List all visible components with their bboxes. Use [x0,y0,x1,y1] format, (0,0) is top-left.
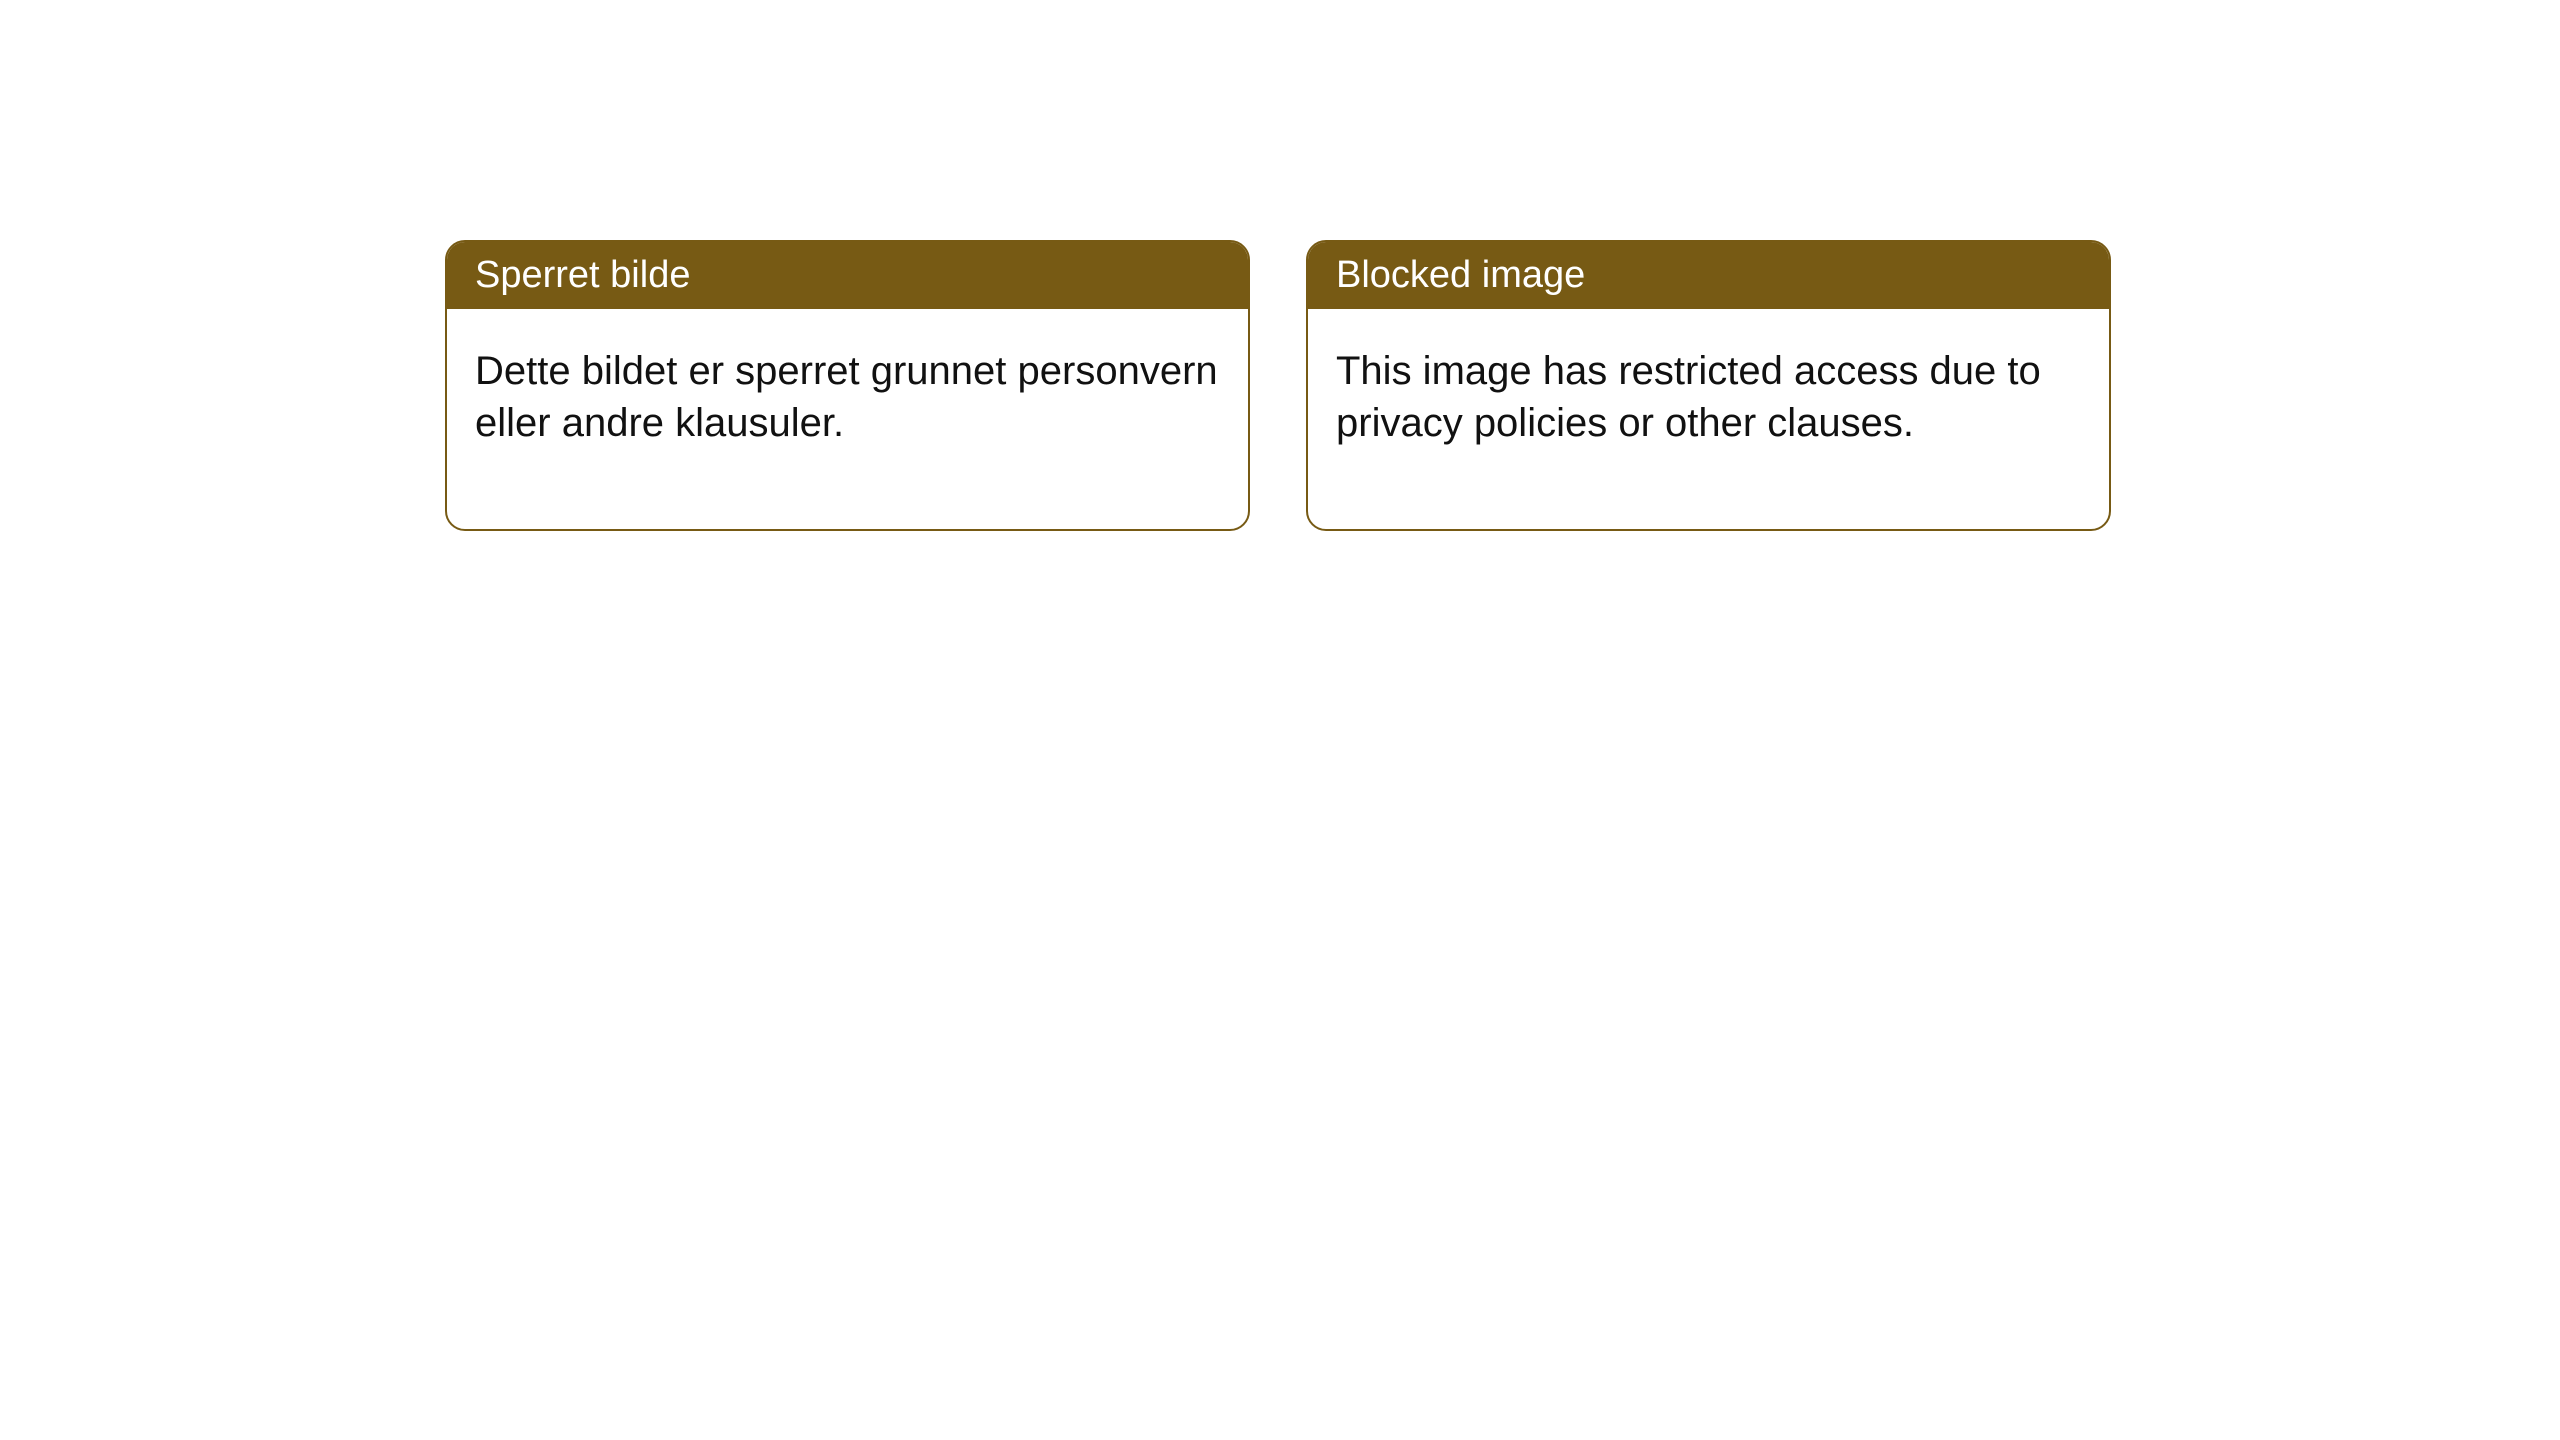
notice-container: Sperret bilde Dette bildet er sperret gr… [445,240,2111,531]
card-text-norwegian: Dette bildet er sperret grunnet personve… [475,349,1218,445]
card-header-norwegian: Sperret bilde [447,242,1248,309]
card-text-english: This image has restricted access due to … [1336,349,2041,445]
card-header-english: Blocked image [1308,242,2109,309]
notice-card-english: Blocked image This image has restricted … [1306,240,2111,531]
card-body-english: This image has restricted access due to … [1308,309,2109,529]
card-title-english: Blocked image [1336,254,1585,296]
card-title-norwegian: Sperret bilde [475,254,690,296]
card-body-norwegian: Dette bildet er sperret grunnet personve… [447,309,1248,529]
notice-card-norwegian: Sperret bilde Dette bildet er sperret gr… [445,240,1250,531]
